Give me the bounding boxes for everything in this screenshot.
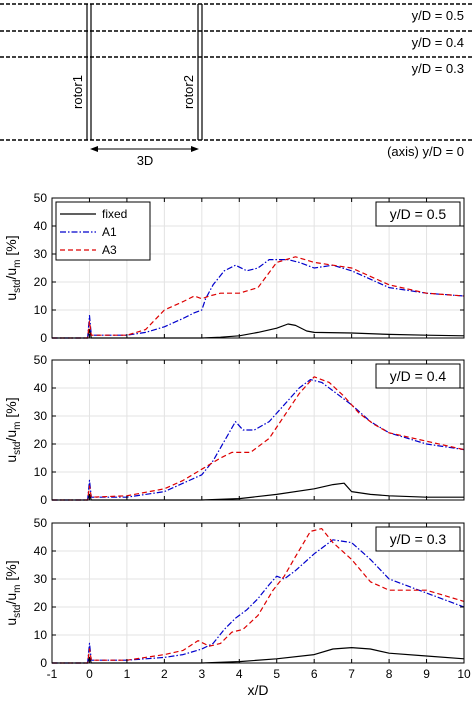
x-tick-label: -1: [47, 667, 58, 681]
rotor2-label: rotor2: [181, 75, 196, 109]
spacing-label: 3D: [137, 153, 154, 168]
y-tick-label: 40: [34, 219, 48, 233]
y-tick-label: 30: [34, 572, 48, 586]
y-tick-label: 20: [34, 275, 48, 289]
label-yd-03: y/D = 0.3: [412, 61, 464, 76]
axes-box: [51, 359, 465, 501]
schematic: y/D = 0.5 y/D = 0.4 y/D = 0.3 (axis) y/D…: [0, 3, 474, 168]
x-tick-label: 8: [386, 667, 393, 681]
panel-label-box: [375, 526, 461, 552]
legend-label-a1: A1: [102, 225, 117, 239]
label-axis: (axis) y/D = 0: [387, 144, 464, 159]
x-axis-label: x/D: [248, 682, 269, 698]
y-tick-label: 50: [34, 191, 48, 205]
y-tick-label: 20: [34, 600, 48, 614]
x-tick-label: 0: [86, 667, 93, 681]
series-line-a1: [52, 259, 465, 339]
y-tick-label: 40: [34, 544, 48, 558]
x-tick-label: 9: [423, 667, 430, 681]
y-axis-label: ustd/um [%]: [3, 560, 23, 625]
x-tick-label: 10: [457, 667, 471, 681]
x-tick-label: 6: [311, 667, 318, 681]
label-yd-04: y/D = 0.4: [412, 35, 464, 50]
axes-box: [51, 522, 465, 664]
y-tick-label: 0: [40, 493, 47, 507]
x-tick-label: 3: [198, 667, 205, 681]
label-yd-05: y/D = 0.5: [412, 8, 464, 23]
y-tick-label: 20: [34, 437, 48, 451]
series-line-a3: [52, 376, 465, 501]
chart-panel-yd-04: 0 10 20 30 40 50 ustd/um [%] y/D = 0.4: [3, 353, 465, 507]
series-line-fixed: [52, 482, 464, 501]
legend-label-fixed: fixed: [102, 207, 127, 221]
panel-label-box: [375, 363, 461, 389]
x-tick-label: 2: [161, 667, 168, 681]
y-tick-label: 10: [34, 628, 48, 642]
y-tick-label: 40: [34, 381, 48, 395]
panel-label: y/D = 0.4: [390, 368, 447, 384]
rotor1-label: rotor1: [70, 75, 85, 109]
x-tick-label: 5: [273, 667, 280, 681]
legend-label-a3: A3: [102, 243, 117, 257]
y-tick-label: 0: [40, 656, 47, 670]
x-tick-label: 4: [236, 667, 243, 681]
chart-panel-yd-05: 0 10 20 30 40 50 ustd/um [%] y/D = 0.5 fixed A1 A3: [3, 191, 465, 345]
series-line-a1: [52, 379, 465, 501]
y-tick-label: 30: [34, 247, 48, 261]
axes-box: [51, 197, 465, 339]
y-tick-label: 10: [34, 303, 48, 317]
x-tick-label: 7: [348, 667, 355, 681]
y-tick-label: 10: [34, 465, 48, 479]
series-line-a3: [52, 256, 465, 339]
series-line-fixed: [52, 646, 465, 664]
panel-label-box: [375, 201, 461, 227]
panel-label: y/D = 0.5: [390, 206, 447, 222]
panel-label: y/D = 0.3: [390, 531, 447, 547]
y-axis-label: ustd/um [%]: [3, 397, 23, 462]
y-tick-label: 0: [40, 331, 47, 345]
spacing-arrowhead-left: [90, 146, 98, 152]
series-line-a3: [52, 527, 465, 664]
x-tick-label: 1: [124, 667, 131, 681]
y-tick-label: 50: [34, 353, 48, 367]
series-line-a1: [52, 539, 465, 664]
y-axis-label: ustd/um [%]: [3, 235, 23, 300]
y-tick-label: 30: [34, 409, 48, 423]
spacing-arrowhead-right: [191, 146, 199, 152]
y-tick-label: 50: [34, 516, 48, 530]
